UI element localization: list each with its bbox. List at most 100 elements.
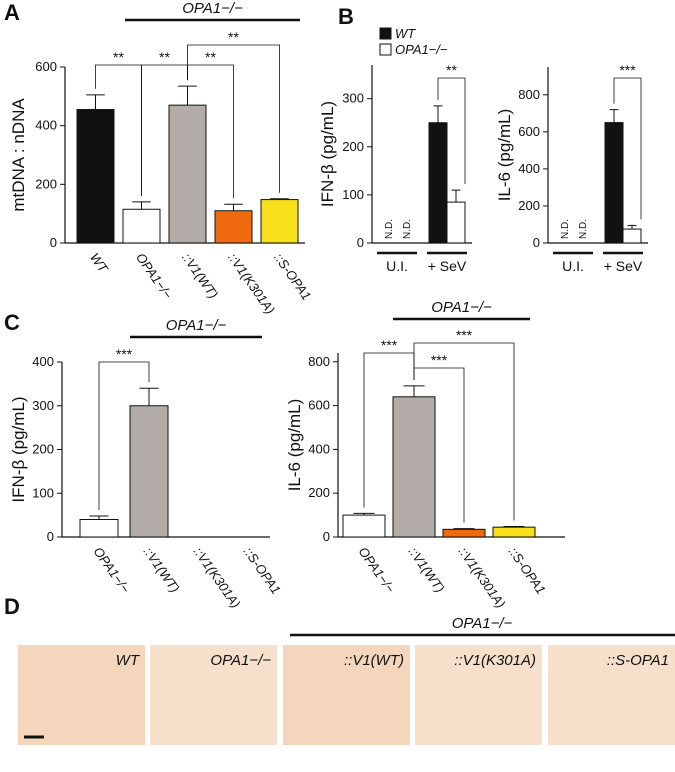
y-tick-label: 800 — [518, 87, 540, 102]
significance-label: *** — [431, 352, 448, 368]
panel-label: C — [4, 310, 20, 335]
y-tick-label: 600 — [518, 124, 540, 139]
x-tick-label: ::V1(K301A) — [191, 544, 244, 611]
y-axis-label: mtDNA : nDNA — [9, 98, 28, 212]
y-tick-label: 200 — [35, 176, 57, 191]
significance-label: *** — [381, 337, 398, 353]
y-tick-label: 0 — [50, 235, 57, 250]
micrograph-label: ::V1(K301A) — [454, 652, 536, 669]
significance-label: *** — [116, 346, 133, 362]
x-tick-label: + SeV — [428, 258, 467, 274]
y-tick-label: 400 — [518, 161, 540, 176]
x-tick-label: ::V1(WT) — [141, 544, 183, 595]
x-tick-label: ::S-OPA1 — [506, 544, 549, 597]
x-tick-label: ::S-OPA1 — [241, 544, 284, 597]
micrograph — [415, 645, 542, 745]
bar — [492, 526, 536, 538]
y-tick-label: 100 — [342, 187, 364, 202]
bar — [79, 519, 119, 538]
y-tick-label: 300 — [32, 398, 54, 413]
bar — [214, 210, 253, 244]
bar — [76, 109, 115, 244]
significance-bracket — [613, 77, 642, 220]
bar — [446, 201, 466, 244]
x-tick-label: OPA1−/− — [133, 250, 176, 302]
significance-label: *** — [619, 62, 636, 78]
bar — [342, 514, 386, 538]
x-tick-label: + SeV — [604, 258, 643, 274]
y-tick-label: 0 — [357, 235, 364, 250]
bar — [622, 228, 642, 244]
x-tick-label: WT — [87, 250, 111, 276]
value-label: N.D. — [560, 219, 571, 239]
y-axis-label: IFN-β (pg/mL) — [9, 396, 28, 502]
y-tick-label: 0 — [47, 529, 54, 544]
x-tick-label: ::S-OPA1 — [271, 250, 314, 303]
significance-bracket — [187, 64, 234, 199]
x-tick-label: ::V1(WT) — [406, 544, 448, 595]
x-tick-label: U.I. — [386, 258, 408, 274]
bar — [442, 528, 486, 538]
panel-label: A — [4, 0, 20, 25]
legend-label: WT — [395, 26, 416, 41]
significance-label: ** — [228, 29, 239, 45]
significance-bracket — [413, 342, 515, 521]
legend-swatch — [379, 43, 392, 56]
y-tick-label: 400 — [308, 441, 330, 456]
significance-label: ** — [446, 62, 457, 78]
y-tick-label: 0 — [533, 235, 540, 250]
value-label: N.D. — [578, 219, 589, 239]
legend-swatch — [379, 27, 392, 40]
significance-bracket — [98, 361, 150, 510]
x-tick-label: ::V1(WT) — [179, 250, 221, 301]
value-label: N.D. — [384, 219, 395, 239]
y-tick-label: 300 — [342, 91, 364, 106]
x-tick-label: ::V1(K301A) — [225, 250, 278, 317]
significance-label: ** — [113, 49, 124, 65]
y-tick-label: 100 — [32, 485, 54, 500]
x-tick-label: OPA1−/− — [91, 544, 134, 596]
micrograph-label: WT — [116, 652, 141, 669]
micrograph — [548, 645, 675, 745]
micrograph-label: ::V1(WT) — [344, 652, 404, 669]
x-tick-label: U.I. — [562, 258, 584, 274]
micrograph-label: ::S-OPA1 — [607, 652, 669, 669]
bar — [129, 405, 169, 538]
significance-label: ** — [159, 49, 170, 65]
y-tick-label: 600 — [35, 59, 57, 74]
panel-label: B — [338, 4, 354, 29]
y-tick-label: 200 — [308, 485, 330, 500]
significance-label: ** — [205, 49, 216, 65]
y-tick-label: 200 — [518, 198, 540, 213]
y-tick-label: 200 — [342, 139, 364, 154]
micrograph — [150, 645, 277, 745]
bar — [428, 122, 448, 244]
group-label: OPA1−/− — [431, 299, 492, 316]
group-label: OPA1−/− — [182, 0, 243, 17]
micrograph — [18, 645, 145, 745]
group-label: OPA1−/− — [166, 317, 227, 334]
x-tick-label: OPA1−/− — [356, 544, 399, 596]
panel-label: D — [4, 594, 20, 619]
micrograph-label: OPA1−/− — [210, 652, 271, 669]
y-tick-label: 400 — [35, 118, 57, 133]
y-tick-label: 200 — [32, 442, 54, 457]
y-axis-label: IL-6 (pg/mL) — [495, 109, 514, 202]
y-tick-label: 600 — [308, 398, 330, 413]
y-axis-label: IL-6 (pg/mL) — [285, 399, 304, 492]
value-label: N.D. — [402, 219, 413, 239]
significance-bracket — [437, 77, 466, 185]
bar — [122, 208, 161, 244]
significance-bracket — [187, 44, 280, 193]
group-label: OPA1−/− — [452, 615, 513, 632]
bar — [260, 199, 299, 244]
x-tick-label: ::V1(K301A) — [456, 544, 509, 611]
legend-label: OPA1−/− — [395, 42, 448, 57]
bar — [604, 122, 624, 244]
y-tick-label: 800 — [308, 354, 330, 369]
bar — [168, 104, 207, 244]
y-tick-label: 0 — [323, 529, 330, 544]
micrograph — [283, 645, 410, 745]
bar — [392, 396, 436, 538]
